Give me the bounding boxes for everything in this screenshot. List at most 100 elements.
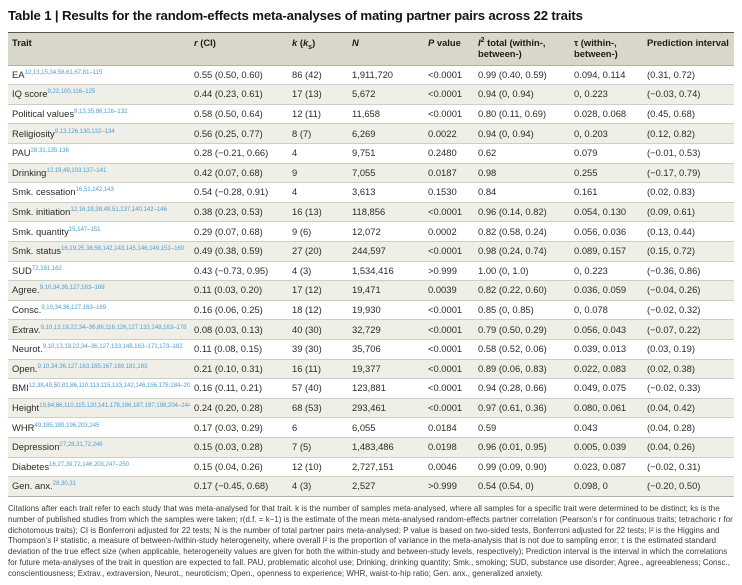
cell-pi: (−0.02, 0.32) (643, 299, 734, 320)
cell-n: 244,597 (348, 240, 424, 262)
cell-trait: Smk. initiation12,16,19,38,49,51,137,140… (8, 201, 190, 222)
cell-trait: Neurot.9,10,13,19,22,34–36,127,133,148,1… (8, 338, 190, 360)
trait-name: Diabetes (12, 460, 50, 472)
cell-pi: (0.13, 0.44) (643, 221, 734, 242)
cell-trait: Smk. quantity15,147–151 (8, 221, 190, 242)
cell-n: 1,534,416 (348, 260, 424, 281)
cell-n: 293,461 (348, 397, 424, 418)
cell-trait: PAU28,31,135,136 (8, 143, 190, 164)
cell-n: 2,727,151 (348, 456, 424, 477)
cell-r_ci: 0.38 (0.23, 0.53) (190, 201, 288, 222)
cell-p: 0.0187 (424, 162, 474, 183)
table-row: WHR49,185,189,196,203,245 0.17 (0.03, 0.2… (8, 417, 734, 438)
cell-pi: (0.09, 0.61) (643, 201, 734, 222)
trait-name: Political values (12, 108, 75, 119)
cell-n: 6,055 (348, 417, 424, 438)
cell-k: 17 (13) (288, 84, 348, 105)
cell-r_ci: 0.49 (0.38, 0.59) (190, 240, 288, 262)
cell-trait: Smk. cessation16,51,142,143 (8, 182, 190, 203)
col-header-i2: I2 total (within-, between-) (474, 32, 570, 66)
cell-r_ci: 0.44 (0.23, 0.61) (190, 84, 288, 105)
cell-pi: (0.02, 0.83) (643, 182, 734, 203)
cell-n: 19,930 (348, 299, 424, 320)
table-row: Smk. cessation16,51,142,143 0.54 (−0.28, … (8, 182, 734, 203)
cell-pi: (0.04, 0.42) (643, 397, 734, 418)
citation-refs: 16,19,25,38,58,142,143,145,146,149,151–1… (60, 245, 185, 253)
cell-i2: 0.96 (0.01, 0.95) (474, 436, 570, 457)
trait-name: Religiosity (12, 127, 55, 139)
cell-trait: Consc.9,10,34,36,127,163–169 (8, 299, 190, 320)
citation-refs: 19,84,86,110,115,120,141,178,186,187,197… (39, 401, 190, 409)
cell-i2: 0.80 (0.11, 0.69) (474, 103, 570, 124)
cell-i2: 0.58 (0.52, 0.06) (474, 338, 570, 360)
cell-trait: SUD72,161,162 (8, 260, 190, 281)
cell-pi: (−0.07, 0.22) (643, 319, 734, 340)
citation-refs: 9,13,126,130,132–134 (54, 127, 115, 135)
cell-i2: 0.99 (0.09, 0.90) (474, 456, 570, 477)
cell-p: 0.1530 (424, 182, 474, 203)
trait-name: EA (12, 68, 25, 80)
table-row: Gen. anx.28,30,31 0.17 (−0.45, 0.68) 4 (3)… (8, 476, 734, 497)
table-row: Drinking12,19,49,103,137–141 0.42 (0.07, … (8, 162, 734, 183)
cell-k: 68 (53) (288, 397, 348, 418)
cell-r_ci: 0.16 (0.06, 0.25) (190, 299, 288, 320)
cell-p: <0.0001 (424, 378, 474, 399)
citation-refs: 28,30,31 (52, 480, 76, 488)
cell-p: <0.0001 (424, 319, 474, 340)
cell-i2: 0.85 (0, 0.85) (474, 299, 570, 320)
cell-tau: 0.036, 0.059 (570, 280, 643, 301)
cell-n: 12,072 (348, 221, 424, 242)
cell-k: 39 (30) (288, 338, 348, 360)
cell-p: <0.0001 (424, 299, 474, 320)
cell-k: 18 (12) (288, 299, 348, 320)
cell-trait: Smk. status16,19,25,38,58,142,143,145,14… (8, 240, 190, 262)
citation-refs: 16,51,142,143 (75, 186, 114, 194)
trait-name: IQ score (12, 88, 48, 100)
cell-p: <0.0001 (428, 68, 463, 80)
cell-trait: EA12,13,15,34,58,61,67,81–115 (8, 65, 190, 85)
cell-p: <0.0001 (424, 358, 474, 379)
trait-name: SUD (12, 264, 32, 276)
cell-r_ci: 0.58 (0.50, 0.64) (190, 103, 288, 124)
cell-n: 1,911,720 (352, 68, 394, 80)
citation-refs: 9,10,34,36,127,163,165,167,169,181,183 (37, 362, 148, 370)
cell-tau: 0.161 (570, 182, 643, 203)
cell-i2: 0.59 (474, 417, 570, 438)
cell-i2: 0.54 (0.54, 0) (474, 476, 570, 497)
citation-refs: 9,13,35,86,126–132 (74, 107, 128, 115)
cell-tau: 0.079 (570, 143, 643, 164)
citation-refs: 12,19,49,103,137–141 (46, 166, 107, 174)
cell-k: 40 (30) (288, 319, 348, 340)
cell-pi: (0.02, 0.38) (643, 358, 734, 379)
table-caption: Citations after each trait refer to each… (8, 503, 733, 579)
citation-refs: 15,147–151 (68, 225, 101, 233)
col-header-trait: Trait (8, 32, 190, 66)
cell-p: <0.0001 (424, 240, 474, 262)
cell-n: 3,613 (348, 182, 424, 203)
trait-name: Agree. (12, 284, 40, 296)
trait-name: Smk. initiation (12, 205, 71, 217)
cell-p: <0.0001 (424, 201, 474, 222)
citation-refs: 27,28,31,72,246 (59, 440, 103, 448)
cell-tau: 0.054, 0.130 (570, 201, 643, 222)
cell-r_ci: 0.43 (−0.73, 0.95) (190, 260, 288, 281)
trait-name: Extrav. (12, 323, 41, 335)
cell-k: 57 (40) (288, 378, 348, 399)
cell-k: 12 (11) (288, 103, 348, 124)
cell-r_ci: 0.15 (0.04, 0.26) (190, 456, 288, 477)
cell-n: 9,751 (348, 143, 424, 164)
cell-pi: (−0.01, 0.53) (643, 143, 734, 164)
col-header-pi: Prediction interval (643, 32, 734, 66)
cell-p: 0.2480 (424, 143, 474, 164)
trait-name: Smk. quantity (12, 225, 69, 237)
cell-r_ci: 0.17 (−0.45, 0.68) (190, 476, 288, 497)
cell-r_ci: 0.24 (0.20, 0.28) (190, 397, 288, 418)
cell-k: 7 (5) (288, 436, 348, 457)
cell-trait: Agree.9,10,34,36,127,163–169 (8, 280, 190, 301)
cell-tau: 0, 0.223 (570, 260, 643, 281)
cell-k: 9 (6) (288, 221, 348, 242)
cell-r_ci: 0.28 (−0.21, 0.66) (190, 143, 288, 164)
table-header: Trait r (CI) k (ks) N P value I2 total (withi… (8, 32, 734, 66)
cell-pi: (0.45, 0.68) (643, 103, 734, 124)
cell-tau: 0.089, 0.157 (570, 240, 643, 262)
